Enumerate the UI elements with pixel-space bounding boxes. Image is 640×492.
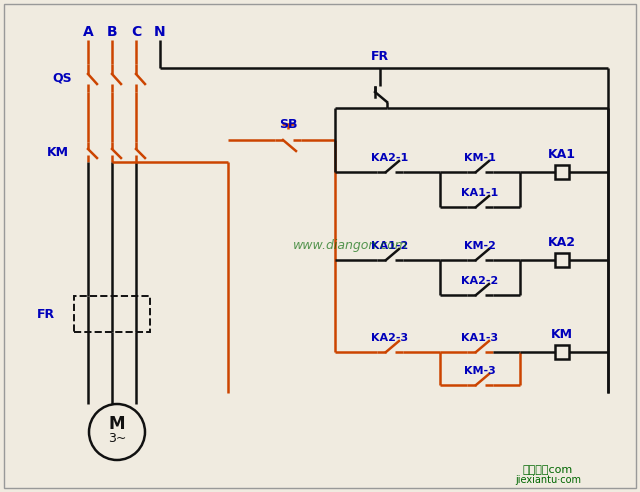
Bar xyxy=(555,165,569,179)
Text: KA2-3: KA2-3 xyxy=(371,333,408,343)
Text: KA1-3: KA1-3 xyxy=(461,333,499,343)
Text: KM-1: KM-1 xyxy=(464,153,496,163)
Text: M: M xyxy=(109,415,125,433)
Text: 3~: 3~ xyxy=(108,432,126,445)
Text: KM: KM xyxy=(47,146,69,158)
Bar xyxy=(74,296,150,332)
Text: www.diangon.com: www.diangon.com xyxy=(292,239,408,251)
Text: KA2-1: KA2-1 xyxy=(371,153,408,163)
Text: A: A xyxy=(83,25,93,39)
Bar xyxy=(555,345,569,359)
Text: FR: FR xyxy=(371,50,389,62)
Text: C: C xyxy=(131,25,141,39)
Text: FR: FR xyxy=(37,308,55,320)
Text: B: B xyxy=(107,25,117,39)
Text: KA2-2: KA2-2 xyxy=(461,276,499,286)
Text: 接线图．com: 接线图．com xyxy=(523,465,573,475)
Text: KA2: KA2 xyxy=(548,236,576,248)
Text: KM-3: KM-3 xyxy=(464,366,496,376)
Text: KA1-1: KA1-1 xyxy=(461,188,499,198)
Text: QS: QS xyxy=(52,71,72,85)
Text: N: N xyxy=(154,25,166,39)
Text: jiexiantu·com: jiexiantu·com xyxy=(515,475,581,485)
Text: KA1: KA1 xyxy=(548,148,576,160)
Text: SB: SB xyxy=(279,119,297,131)
Bar xyxy=(555,253,569,267)
Text: KM-2: KM-2 xyxy=(464,241,496,251)
Text: KA1-2: KA1-2 xyxy=(371,241,408,251)
Text: KM: KM xyxy=(551,328,573,340)
